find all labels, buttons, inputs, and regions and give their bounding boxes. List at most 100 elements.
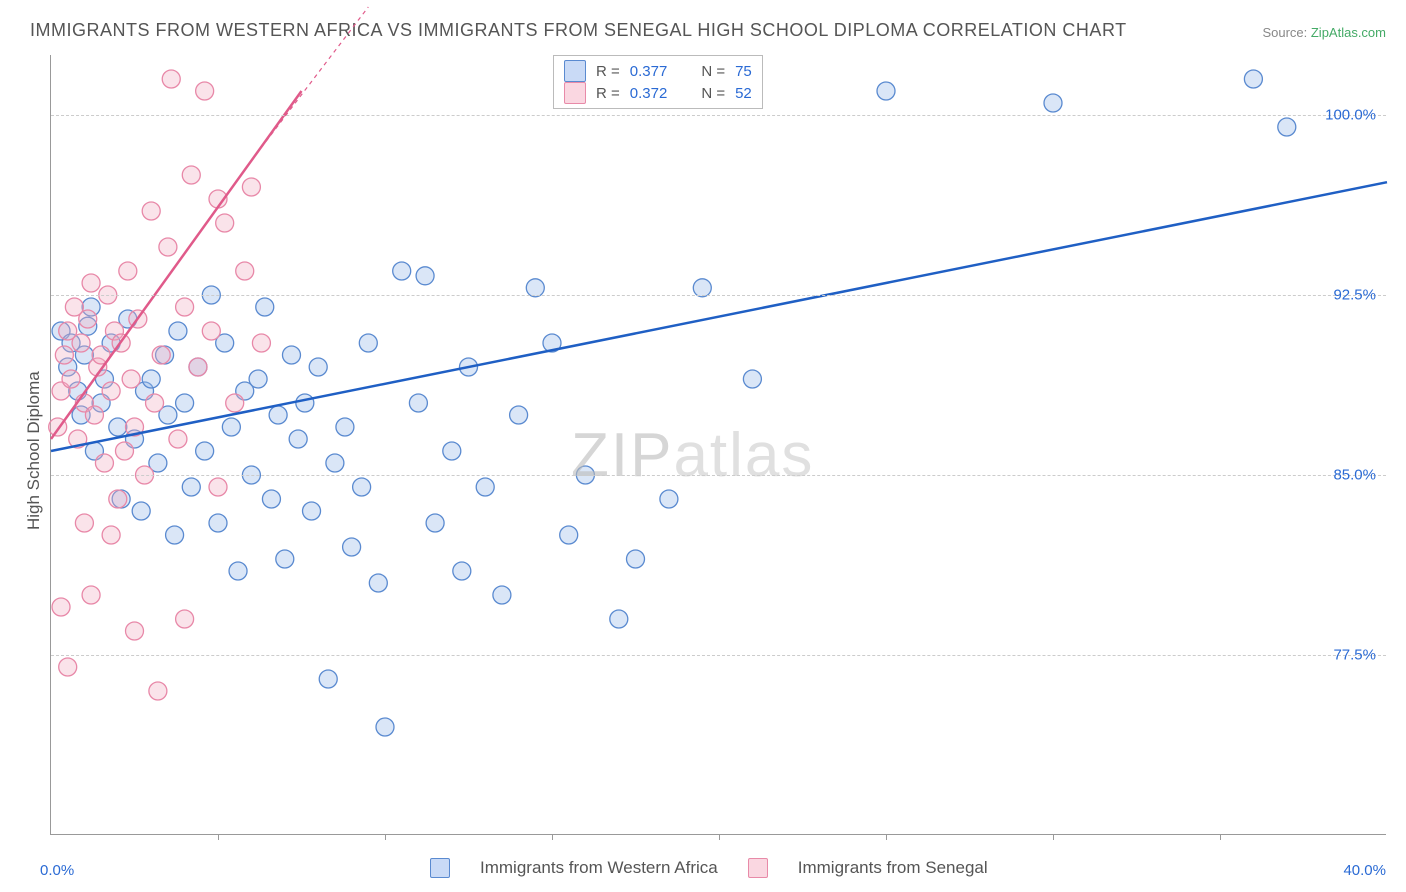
scatter-point (126, 622, 144, 640)
scatter-point (242, 178, 260, 196)
scatter-point (115, 442, 133, 460)
scatter-point (132, 502, 150, 520)
y-tick-label: 92.5% (1333, 287, 1376, 304)
x-axis-max-label: 40.0% (1343, 862, 1386, 879)
legend-swatch (564, 60, 586, 82)
scatter-point (319, 670, 337, 688)
legend-r-label: R = (596, 63, 620, 80)
legend-row: R =0.372N =52 (564, 82, 752, 104)
chart-title: IMMIGRANTS FROM WESTERN AFRICA VS IMMIGR… (30, 20, 1127, 41)
scatter-point (176, 610, 194, 628)
scatter-point (877, 82, 895, 100)
legend-r-value: 0.372 (630, 85, 668, 102)
source-link[interactable]: ZipAtlas.com (1311, 25, 1386, 40)
scatter-point (1244, 70, 1262, 88)
x-axis-min-label: 0.0% (40, 862, 74, 879)
scatter-point (303, 502, 321, 520)
gridline (51, 115, 1386, 116)
scatter-point (216, 214, 234, 232)
scatter-point (122, 370, 140, 388)
scatter-point (560, 526, 578, 544)
scatter-point (166, 526, 184, 544)
y-axis-title: High School Diploma (24, 371, 44, 530)
scatter-point (169, 430, 187, 448)
legend-correlation: R =0.377N =75R =0.372N =52 (553, 55, 763, 109)
scatter-point (336, 418, 354, 436)
scatter-point (353, 478, 371, 496)
scatter-point (282, 346, 300, 364)
scatter-point (142, 202, 160, 220)
scatter-point (82, 586, 100, 604)
scatter-point (119, 262, 137, 280)
scatter-point (222, 418, 240, 436)
legend-series-label: Immigrants from Senegal (798, 858, 988, 878)
scatter-point (743, 370, 761, 388)
scatter-point (1044, 94, 1062, 112)
scatter-point (142, 370, 160, 388)
scatter-point (182, 166, 200, 184)
scatter-point (610, 610, 628, 628)
source-attribution: Source: ZipAtlas.com (1262, 25, 1386, 40)
scatter-point (209, 514, 227, 532)
x-tick (1053, 834, 1054, 840)
legend-n-label: N = (701, 85, 725, 102)
scatter-point (262, 490, 280, 508)
scatter-point (102, 526, 120, 544)
scatter-point (276, 550, 294, 568)
x-tick (886, 834, 887, 840)
legend-n-value: 75 (735, 63, 752, 80)
scatter-point (85, 406, 103, 424)
trend-line (51, 91, 302, 439)
legend-row: R = 0.377 N = 75 (564, 60, 752, 82)
scatter-point (660, 490, 678, 508)
x-tick (552, 834, 553, 840)
scatter-point (75, 514, 93, 532)
scatter-point (229, 562, 247, 580)
scatter-point (426, 514, 444, 532)
legend-r-label: R = (596, 85, 620, 102)
scatter-point (59, 658, 77, 676)
scatter-point (443, 442, 461, 460)
scatter-point (226, 394, 244, 412)
scatter-point (182, 478, 200, 496)
scatter-point (236, 262, 254, 280)
gridline (51, 295, 1386, 296)
y-tick-label: 100.0% (1325, 107, 1376, 124)
scatter-point (249, 370, 267, 388)
scatter-point (476, 478, 494, 496)
legend-n-label: N = (701, 63, 725, 80)
legend-series-label: Immigrants from Western Africa (480, 858, 718, 878)
x-tick (385, 834, 386, 840)
scatter-point (79, 310, 97, 328)
scatter-point (309, 358, 327, 376)
legend-swatch (430, 858, 450, 878)
scatter-point (1278, 118, 1296, 136)
scatter-point (416, 267, 434, 285)
scatter-point (202, 322, 220, 340)
scatter-point (627, 550, 645, 568)
scatter-point (453, 562, 471, 580)
scatter-point (72, 334, 90, 352)
scatter-point (159, 238, 177, 256)
scatter-point (196, 82, 214, 100)
scatter-point (146, 394, 164, 412)
scatter-point (269, 406, 287, 424)
scatter-point (82, 274, 100, 292)
scatter-point (376, 718, 394, 736)
scatter-point (109, 490, 127, 508)
scatter-point (109, 418, 127, 436)
scatter-point (152, 346, 170, 364)
scatter-point (252, 334, 270, 352)
scatter-point (95, 454, 113, 472)
scatter-point (176, 298, 194, 316)
scatter-point (176, 394, 194, 412)
chart-svg (51, 55, 1386, 834)
scatter-point (289, 430, 307, 448)
legend-r-value: 0.377 (630, 63, 668, 80)
scatter-point (102, 382, 120, 400)
x-tick (218, 834, 219, 840)
gridline (51, 475, 1386, 476)
scatter-point (493, 586, 511, 604)
y-tick-label: 85.0% (1333, 467, 1376, 484)
scatter-point (189, 358, 207, 376)
